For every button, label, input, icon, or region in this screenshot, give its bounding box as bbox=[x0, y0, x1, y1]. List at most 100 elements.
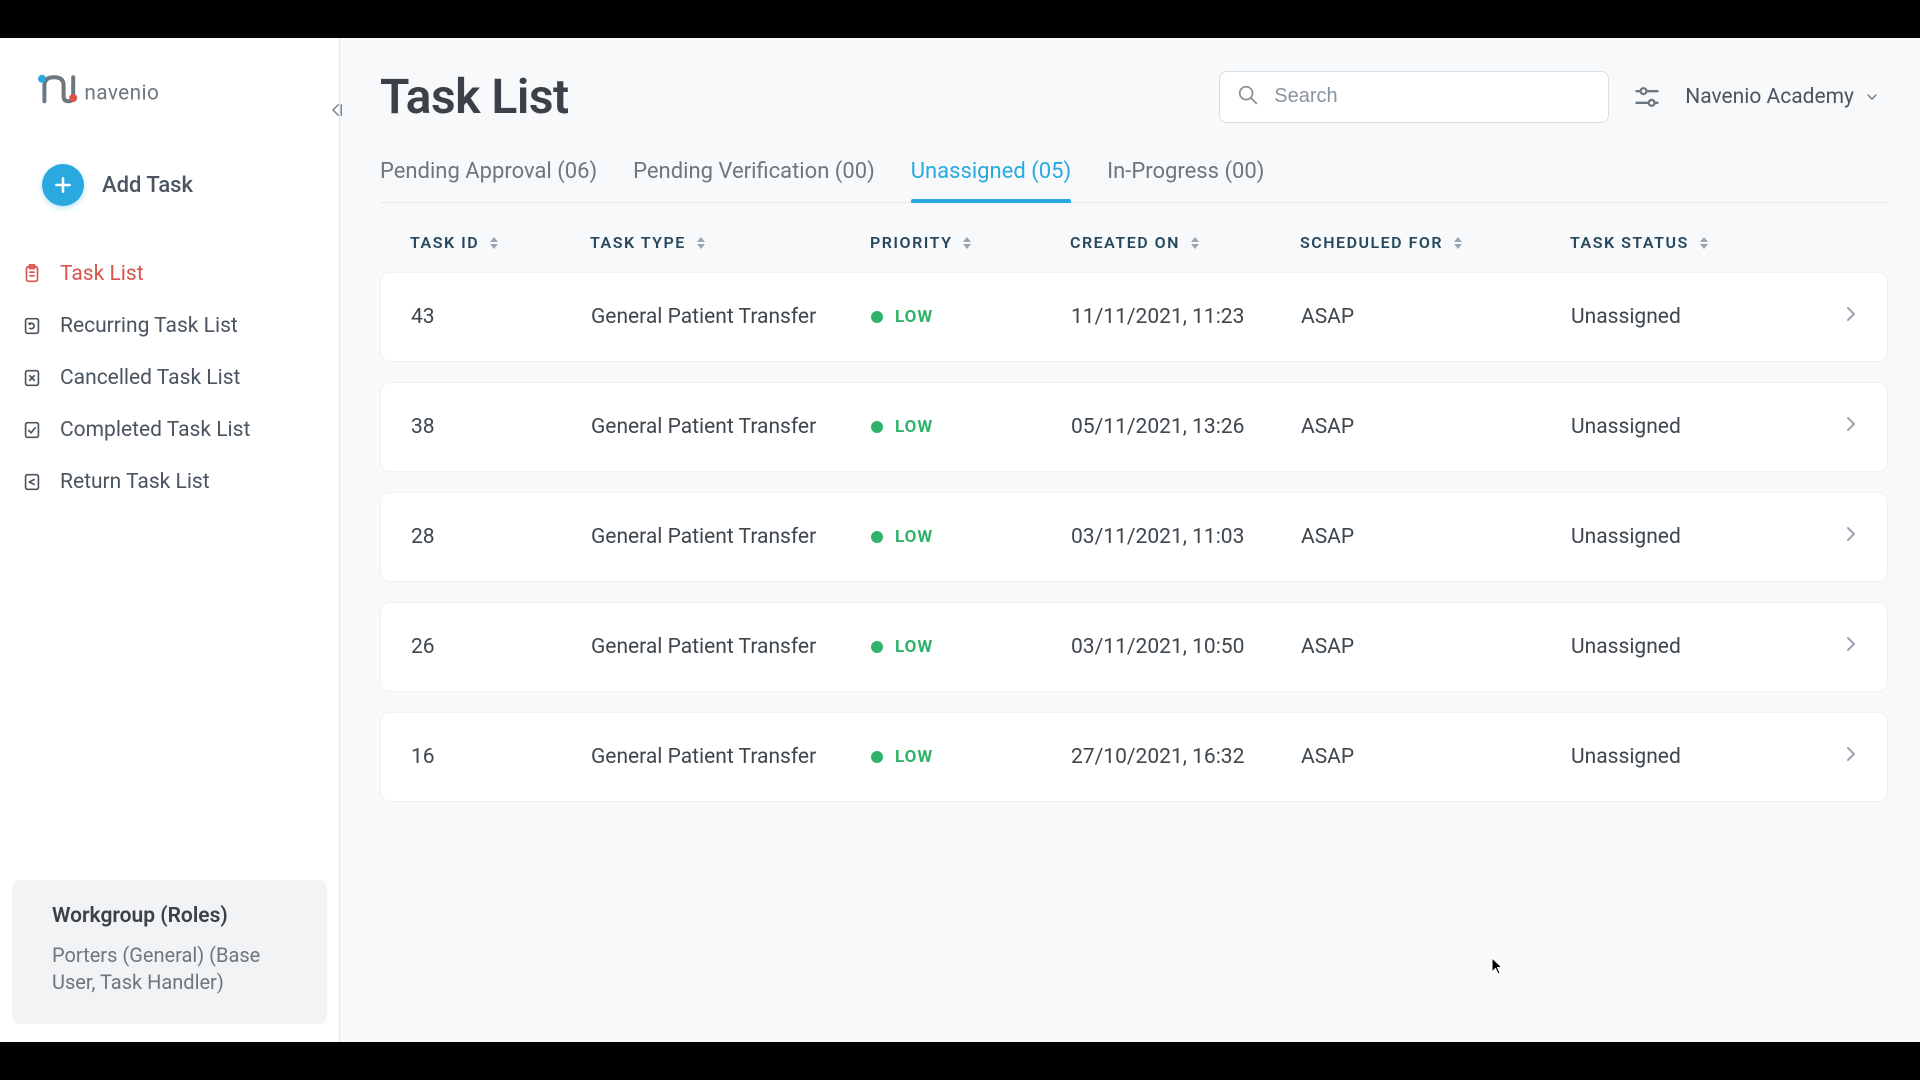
sidebar-item-label: Completed Task List bbox=[60, 418, 250, 442]
task-row[interactable]: 26General Patient TransferLOW03/11/2021,… bbox=[380, 602, 1888, 692]
row-expand-button[interactable] bbox=[1845, 525, 1857, 549]
chevron-right-icon bbox=[1845, 745, 1857, 763]
priority-label: LOW bbox=[895, 747, 933, 767]
chevron-right-icon bbox=[1845, 305, 1857, 323]
page-title: Task List bbox=[380, 68, 1195, 125]
filter-button[interactable] bbox=[1633, 83, 1661, 111]
row-expand-button[interactable] bbox=[1845, 305, 1857, 329]
tabs: Pending Approval (06) Pending Verificatio… bbox=[380, 145, 1888, 203]
sidebar-nav: Task List Recurring Task List Cancelled Ta… bbox=[0, 240, 339, 862]
account-selector[interactable]: Navenio Academy bbox=[1685, 85, 1888, 109]
cell-task-id: 26 bbox=[411, 635, 591, 659]
chevron-right-icon bbox=[1845, 635, 1857, 653]
cell-priority: LOW bbox=[871, 637, 1071, 657]
chevron-down-icon bbox=[1864, 89, 1880, 105]
task-row[interactable]: 43General Patient TransferLOW11/11/2021,… bbox=[380, 272, 1888, 362]
sidebar-item-cancelled-task-list[interactable]: Cancelled Task List bbox=[0, 352, 339, 404]
main-content: Task List Navenio Academy bbox=[340, 38, 1920, 1042]
cell-priority: LOW bbox=[871, 747, 1071, 767]
cell-task-id: 28 bbox=[411, 525, 591, 549]
cell-task-status: Unassigned bbox=[1571, 415, 1807, 439]
cell-task-type: General Patient Transfer bbox=[591, 415, 871, 439]
column-label: TASK ID bbox=[410, 233, 479, 252]
window-letterbox-bottom bbox=[0, 1042, 1920, 1080]
priority-label: LOW bbox=[895, 307, 933, 327]
workgroup-title: Workgroup (Roles) bbox=[52, 904, 301, 928]
sort-icon bbox=[1190, 237, 1200, 249]
cell-scheduled-for: ASAP bbox=[1301, 745, 1571, 769]
sidebar-item-label: Task List bbox=[60, 262, 144, 286]
row-expand-button[interactable] bbox=[1845, 635, 1857, 659]
sort-icon bbox=[962, 237, 972, 249]
cell-task-status: Unassigned bbox=[1571, 745, 1807, 769]
navenio-logo-icon: navenio bbox=[38, 66, 198, 114]
sidebar-item-return-task-list[interactable]: Return Task List bbox=[0, 456, 339, 508]
tab-unassigned[interactable]: Unassigned (05) bbox=[911, 149, 1071, 202]
column-header-priority[interactable]: PRIORITY bbox=[870, 233, 1070, 252]
priority-dot-icon bbox=[871, 531, 883, 543]
column-label: TASK STATUS bbox=[1570, 233, 1689, 252]
chevron-right-icon bbox=[1845, 525, 1857, 543]
cell-task-id: 38 bbox=[411, 415, 591, 439]
plus-icon bbox=[53, 175, 73, 195]
cell-scheduled-for: ASAP bbox=[1301, 635, 1571, 659]
account-label: Navenio Academy bbox=[1685, 85, 1854, 109]
priority-dot-icon bbox=[871, 641, 883, 653]
sidebar-item-label: Return Task List bbox=[60, 470, 210, 494]
search-input[interactable] bbox=[1219, 71, 1609, 123]
cell-created-on: 03/11/2021, 10:50 bbox=[1071, 635, 1301, 659]
search-icon bbox=[1237, 84, 1259, 110]
workgroup-desc: Porters (General) (Base User, Task Handl… bbox=[52, 942, 301, 996]
cell-task-type: General Patient Transfer bbox=[591, 635, 871, 659]
sidebar-item-label: Cancelled Task List bbox=[60, 366, 240, 390]
row-expand-button[interactable] bbox=[1845, 745, 1857, 769]
column-header-created-on[interactable]: CREATED ON bbox=[1070, 233, 1300, 252]
brand-logo[interactable]: navenio bbox=[0, 38, 339, 138]
column-header-scheduled-for[interactable]: SCHEDULED FOR bbox=[1300, 233, 1570, 252]
sort-icon bbox=[1699, 237, 1709, 249]
tab-in-progress[interactable]: In-Progress (00) bbox=[1107, 149, 1264, 202]
tab-pending[interactable]: Pending Verification (00) bbox=[633, 149, 875, 202]
cell-task-type: General Patient Transfer bbox=[591, 525, 871, 549]
task-row[interactable]: 28General Patient TransferLOW03/11/2021,… bbox=[380, 492, 1888, 582]
tab-pending[interactable]: Pending Approval (06) bbox=[380, 149, 597, 202]
priority-dot-icon bbox=[871, 311, 883, 323]
table-header: TASK ID TASK TYPEPRIORITY CREATED ON SCHEDU… bbox=[380, 203, 1888, 272]
task-row[interactable]: 16General Patient TransferLOW27/10/2021,… bbox=[380, 712, 1888, 802]
sort-icon bbox=[1453, 237, 1463, 249]
cell-priority: LOW bbox=[871, 417, 1071, 437]
cell-scheduled-for: ASAP bbox=[1301, 525, 1571, 549]
cell-created-on: 11/11/2021, 11:23 bbox=[1071, 305, 1301, 329]
sort-icon bbox=[696, 237, 706, 249]
cell-task-status: Unassigned bbox=[1571, 525, 1807, 549]
column-header-task-status[interactable]: TASK STATUS bbox=[1570, 233, 1808, 252]
sidebar-item-recurring-task-list[interactable]: Recurring Task List bbox=[0, 300, 339, 352]
add-task-button[interactable] bbox=[42, 164, 84, 206]
svg-text:navenio: navenio bbox=[84, 82, 159, 106]
chevron-right-icon bbox=[1845, 415, 1857, 433]
column-label: CREATED ON bbox=[1070, 233, 1180, 252]
column-header-task-type[interactable]: TASK TYPE bbox=[590, 233, 870, 252]
sidebar-item-completed-task-list[interactable]: Completed Task List bbox=[0, 404, 339, 456]
cell-task-id: 16 bbox=[411, 745, 591, 769]
cell-task-status: Unassigned bbox=[1571, 635, 1807, 659]
task-row[interactable]: 38General Patient TransferLOW05/11/2021,… bbox=[380, 382, 1888, 472]
column-header-task-id[interactable]: TASK ID bbox=[410, 233, 590, 252]
column-label: PRIORITY bbox=[870, 233, 952, 252]
collapse-icon bbox=[330, 101, 348, 119]
sidebar-collapse-button[interactable] bbox=[327, 98, 351, 122]
cell-scheduled-for: ASAP bbox=[1301, 415, 1571, 439]
row-expand-button[interactable] bbox=[1845, 415, 1857, 439]
column-label: SCHEDULED FOR bbox=[1300, 233, 1443, 252]
refresh-icon bbox=[20, 314, 44, 338]
sidebar-item-task-list[interactable]: Task List bbox=[0, 248, 339, 300]
sliders-icon bbox=[1633, 83, 1661, 111]
cell-task-status: Unassigned bbox=[1571, 305, 1807, 329]
header-row: Task List Navenio Academy bbox=[380, 38, 1888, 145]
app-container: navenio Add Task Task ListRecurring Task… bbox=[0, 38, 1920, 1042]
sidebar: navenio Add Task Task ListRecurring Task… bbox=[0, 38, 340, 1042]
priority-label: LOW bbox=[895, 527, 933, 547]
task-rows: 43General Patient TransferLOW11/11/2021,… bbox=[380, 272, 1888, 802]
cell-created-on: 27/10/2021, 16:32 bbox=[1071, 745, 1301, 769]
priority-dot-icon bbox=[871, 751, 883, 763]
